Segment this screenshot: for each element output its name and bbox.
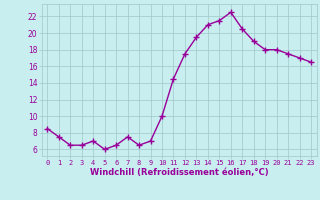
X-axis label: Windchill (Refroidissement éolien,°C): Windchill (Refroidissement éolien,°C) (90, 168, 268, 177)
